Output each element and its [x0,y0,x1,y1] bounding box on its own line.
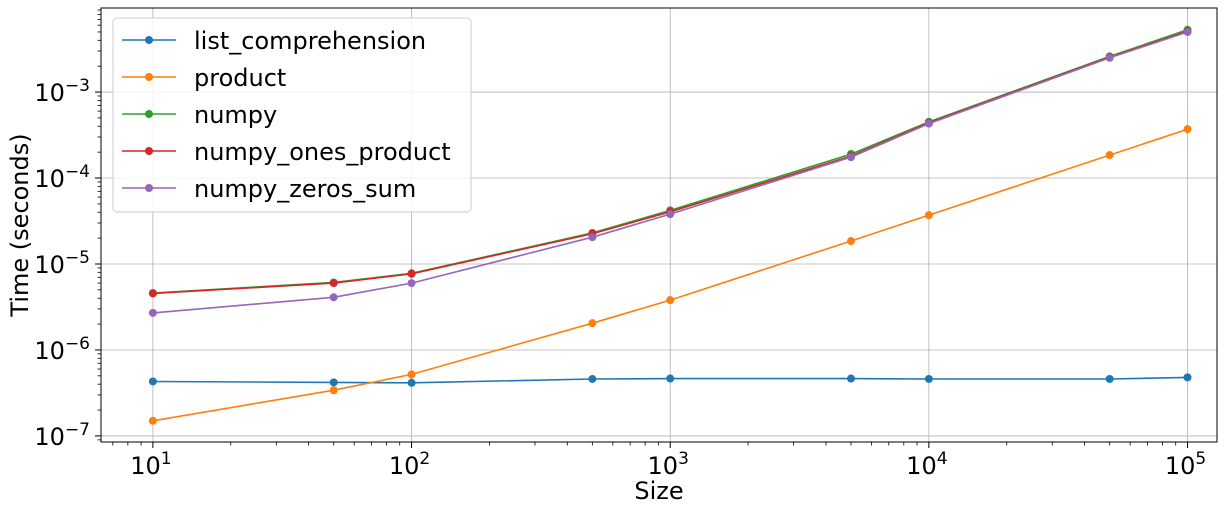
y-tick-exponent: −6 [65,334,90,354]
legend-label-numpy: numpy [194,101,277,129]
x-tick-label: 105 [1165,449,1206,480]
data-point-list-comprehension [407,378,416,387]
y-tick-base: 10 [34,423,65,451]
data-point-list-comprehension [148,377,157,386]
data-point-list-comprehension [924,374,933,383]
x-tick-base: 10 [130,452,161,480]
data-point-numpy-zeros-sum [329,293,338,302]
data-point-numpy-zeros-sum [847,153,856,162]
x-tick-base: 10 [389,452,420,480]
y-tick-label: 10−7 [34,420,90,451]
legend-label-numpy-ones-product: numpy_ones_product [194,138,451,166]
plot-frame [100,7,1218,443]
y-tick-label: 10−3 [34,76,90,107]
data-point-numpy-zeros-sum [1183,27,1192,36]
legend-marker-product [145,73,153,81]
y-tick-base: 10 [34,79,65,107]
legend-label-product: product [194,64,286,92]
data-point-product [588,319,597,328]
x-tick-label: 103 [648,449,689,480]
data-point-list-comprehension [666,374,675,383]
data-point-product [847,237,856,246]
x-tick-exponent: 3 [678,449,689,469]
legend-marker-list-comprehension [145,36,153,44]
y-tick-exponent: −5 [65,248,90,268]
legend-marker-numpy-ones-product [145,147,153,155]
x-tick-exponent: 1 [161,449,172,469]
y-axis-title: Time (seconds) [6,133,34,317]
y-tick-base: 10 [34,165,65,193]
grid [101,8,1217,442]
x-tick-base: 10 [648,452,679,480]
data-point-product [1105,151,1114,160]
x-axis-title: Size [634,477,683,505]
data-point-list-comprehension [588,374,597,383]
data-point-product [148,416,157,425]
data-point-product [407,370,416,379]
legend-marker-numpy [145,110,153,118]
series-layer [148,25,1192,425]
data-point-numpy-ones-product [329,279,338,288]
data-point-numpy-zeros-sum [666,210,675,219]
y-tick-base: 10 [34,251,65,279]
y-tick-exponent: −4 [65,162,90,182]
x-tick-label: 101 [130,449,171,480]
data-point-numpy-zeros-sum [924,119,933,128]
data-point-numpy-zeros-sum [1105,53,1114,62]
x-tick-exponent: 4 [937,449,948,469]
data-point-numpy-ones-product [148,289,157,298]
y-tick-label: 10−4 [34,162,90,193]
data-point-numpy-zeros-sum [588,233,597,242]
x-tick-base: 10 [906,452,937,480]
data-point-product [1183,125,1192,134]
legend-box [112,17,472,213]
x-tick-label: 104 [906,449,947,480]
data-point-list-comprehension [329,378,338,387]
y-tick-label: 10−6 [34,334,90,365]
x-tick-base: 10 [1165,452,1196,480]
data-point-product [329,386,338,395]
legend-marker-numpy-zeros-sum [145,184,153,192]
x-tick-exponent: 2 [419,449,430,469]
data-point-list-comprehension [1183,373,1192,382]
data-point-product [924,211,933,220]
y-tick-label: 10−5 [34,248,90,279]
y-tick-base: 10 [34,337,65,365]
data-point-list-comprehension [1105,374,1114,383]
y-tick-exponent: −7 [65,420,90,440]
data-point-list-comprehension [847,374,856,383]
data-point-numpy-ones-product [407,269,416,278]
data-point-product [666,296,675,305]
y-tick-exponent: −3 [65,76,90,96]
data-point-numpy-zeros-sum [407,279,416,288]
legend-label-list-comprehension: list_comprehension [194,27,426,55]
x-tick-label: 102 [389,449,430,480]
data-point-numpy-zeros-sum [148,308,157,317]
legend-label-numpy-zeros-sum: numpy_zeros_sum [194,175,416,203]
x-tick-exponent: 5 [1195,449,1206,469]
